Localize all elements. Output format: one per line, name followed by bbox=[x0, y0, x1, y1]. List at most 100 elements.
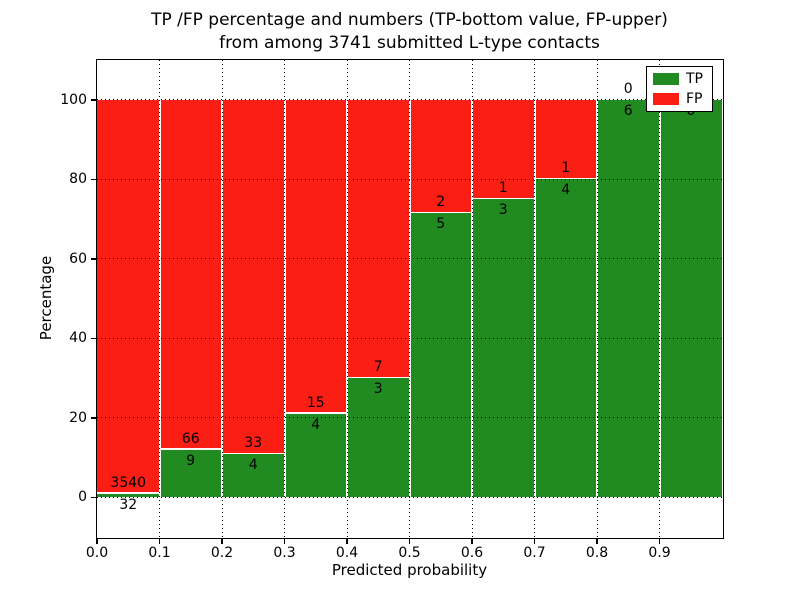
bar-fp-2 bbox=[222, 99, 285, 455]
y-tick-3 bbox=[90, 258, 96, 260]
fp-count-label-6: 1 bbox=[498, 180, 508, 197]
legend-swatch-tp bbox=[653, 73, 679, 85]
gridline-horizontal-40 bbox=[97, 337, 722, 339]
fp-count-label-0: 3540 bbox=[110, 474, 147, 491]
bar-fp-4 bbox=[347, 99, 410, 378]
y-tick-label-4: 80 bbox=[69, 171, 87, 188]
x-tick-label-2: 0.2 bbox=[210, 545, 234, 561]
y-tick-1 bbox=[90, 417, 96, 419]
fp-count-label-5: 2 bbox=[436, 194, 446, 211]
x-tick-6 bbox=[471, 538, 473, 544]
y-tick-2 bbox=[90, 337, 96, 339]
gridline-vertical-7 bbox=[534, 60, 535, 537]
bar-edge-top-6 bbox=[472, 197, 535, 200]
tp-count-label-3: 4 bbox=[311, 416, 321, 433]
gridline-vertical-6 bbox=[471, 60, 473, 537]
gridline-horizontal-60 bbox=[97, 258, 722, 260]
y-tick-5 bbox=[90, 99, 96, 101]
gridline-horizontal-100 bbox=[97, 99, 722, 101]
bar-fp-1 bbox=[159, 99, 222, 450]
tp-count-label-1: 9 bbox=[186, 452, 196, 469]
tp-count-label-0: 32 bbox=[119, 496, 138, 513]
bar-edge-top-7 bbox=[534, 177, 597, 180]
x-tick-2 bbox=[221, 538, 223, 544]
x-tick-0 bbox=[96, 538, 98, 544]
gridline-vertical-9 bbox=[659, 60, 660, 537]
gridline-vertical-8 bbox=[596, 60, 598, 537]
legend-label-tp: TP bbox=[686, 71, 703, 87]
x-tick-1 bbox=[158, 538, 161, 544]
legend-swatch-fp bbox=[653, 93, 679, 105]
x-tick-3 bbox=[283, 538, 286, 544]
x-tick-5 bbox=[408, 538, 411, 544]
tp-count-label-7: 4 bbox=[561, 182, 571, 199]
bar-edge-top-0 bbox=[97, 492, 160, 494]
fp-count-label-8: 0 bbox=[623, 80, 633, 97]
x-tick-8 bbox=[596, 538, 598, 544]
gridline-vertical-4 bbox=[346, 60, 348, 537]
x-tick-9 bbox=[658, 538, 661, 544]
y-tick-label-1: 20 bbox=[69, 409, 87, 426]
gridline-vertical-5 bbox=[409, 60, 410, 537]
tp-count-label-2: 4 bbox=[248, 457, 258, 474]
gridline-vertical-3 bbox=[284, 60, 285, 537]
legend-entry-tp: TP bbox=[653, 72, 706, 86]
fp-count-label-2: 33 bbox=[244, 435, 263, 452]
x-tick-4 bbox=[346, 538, 348, 544]
fp-count-label-4: 7 bbox=[373, 359, 383, 375]
bar-tp-4 bbox=[347, 378, 410, 498]
bar-tp-2 bbox=[222, 454, 285, 498]
x-tick-label-4: 0.4 bbox=[335, 545, 359, 561]
tp-count-label-6: 3 bbox=[498, 202, 508, 219]
legend: TP FP bbox=[646, 66, 713, 112]
bar-tp-3 bbox=[284, 413, 347, 498]
bar-tp-9 bbox=[659, 99, 722, 498]
y-tick-label-0: 0 bbox=[78, 489, 87, 506]
tp-count-label-5: 5 bbox=[436, 216, 446, 233]
bar-tp-5 bbox=[409, 213, 472, 498]
bar-edge-top-4 bbox=[347, 376, 410, 378]
x-tick-label-0: 0.0 bbox=[85, 545, 109, 561]
x-axis-label: Predicted probability bbox=[331, 561, 488, 579]
bar-fp-6 bbox=[472, 99, 535, 200]
tp-count-label-8: 6 bbox=[623, 102, 633, 119]
bar-edge-top-3 bbox=[284, 412, 347, 414]
x-tick-label-9: 0.9 bbox=[648, 545, 671, 561]
x-tick-label-3: 0.3 bbox=[273, 545, 296, 561]
tp-count-label-4: 3 bbox=[373, 381, 383, 397]
chart-title: TP /FP percentage and numbers (TP-bottom… bbox=[97, 9, 722, 55]
bar-fp-7 bbox=[534, 99, 597, 180]
x-tick-label-6: 0.6 bbox=[460, 545, 484, 561]
fp-count-label-3: 15 bbox=[306, 394, 325, 411]
gridline-vertical-2 bbox=[221, 60, 223, 537]
fp-count-label-7: 1 bbox=[561, 160, 571, 177]
y-axis-label: Percentage bbox=[37, 255, 55, 341]
bar-fp-3 bbox=[284, 99, 347, 414]
bar-fp-5 bbox=[409, 99, 472, 214]
bar-tp-0 bbox=[97, 493, 160, 498]
x-tick-label-8: 0.8 bbox=[585, 545, 609, 561]
bar-fp-0 bbox=[97, 99, 160, 494]
gridline-vertical-1 bbox=[159, 60, 160, 537]
x-tick-label-7: 0.7 bbox=[523, 545, 546, 561]
y-tick-label-3: 60 bbox=[69, 250, 87, 267]
y-tick-label-2: 40 bbox=[69, 330, 87, 347]
x-tick-7 bbox=[533, 538, 536, 544]
bar-tp-1 bbox=[159, 449, 222, 498]
y-tick-label-5: 100 bbox=[60, 91, 87, 108]
fp-count-label-1: 66 bbox=[181, 430, 200, 447]
chart-title-line-1: TP /FP percentage and numbers (TP-bottom… bbox=[151, 10, 668, 30]
gridline-horizontal-80 bbox=[97, 178, 722, 180]
chart-title-line-2: from among 3741 submitted L-type contact… bbox=[219, 33, 600, 53]
bar-tp-8 bbox=[597, 99, 660, 498]
bar-edge-top-1 bbox=[159, 448, 222, 450]
bar-edge-top-5 bbox=[409, 211, 472, 214]
x-tick-label-1: 0.1 bbox=[148, 545, 171, 561]
bar-tp-6 bbox=[472, 199, 535, 498]
x-tick-label-5: 0.5 bbox=[398, 545, 421, 561]
gridline-horizontal-0 bbox=[97, 496, 722, 498]
legend-label-fp: FP bbox=[686, 91, 703, 107]
bar-edge-top-2 bbox=[222, 452, 285, 455]
legend-entry-fp: FP bbox=[653, 92, 706, 106]
